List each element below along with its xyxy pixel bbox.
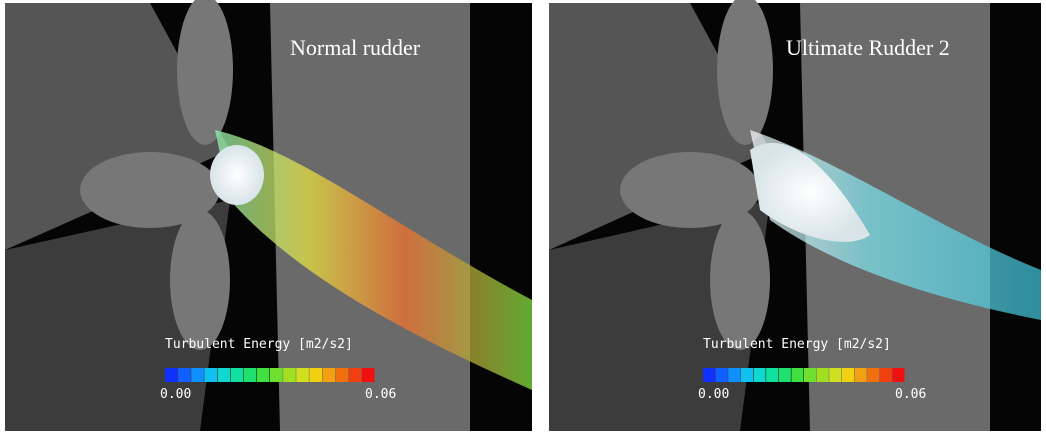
colorbar-swatch [336,368,349,382]
colorbar-swatch [204,368,217,382]
colorbar-swatch [349,368,362,382]
colorbar-swatch [703,368,715,382]
colorbar-swatch [880,368,892,382]
colorbar-swatch [270,368,283,382]
colorbar-swatch [218,368,231,382]
panel-title: Ultimate Rudder 2 [786,35,950,60]
colorbar-swatch [178,368,191,382]
colorbar-swatch [283,368,296,382]
legend-min: 0.00 [698,387,729,402]
colorbar-swatch [791,368,803,382]
colorbar-swatch [754,368,766,382]
legend-max: 0.06 [365,387,396,402]
colorbar-swatch [244,368,257,382]
colorbar-swatch [728,368,740,382]
colorbar-swatch [362,368,375,382]
colorbar-swatch [716,368,728,382]
colorbar-swatch [829,368,841,382]
colorbar-swatch [892,368,904,382]
colorbar-swatch [309,368,322,382]
panel-normal: Normal rudder Turbulent Energy [m2/s2] 0… [5,0,532,431]
colorbar-swatch [855,368,867,382]
colorbar-swatch [817,368,829,382]
colorbar-swatch [296,368,309,382]
colorbar-swatch [766,368,778,382]
colorbar-swatch [867,368,879,382]
colorbar-swatch [323,368,336,382]
colorbar-swatch [191,368,204,382]
colorbar-swatch [165,368,178,382]
legend-label: Turbulent Energy [m2/s2] [165,337,353,352]
colorbar-swatch [257,368,270,382]
legend-label: Turbulent Energy [m2/s2] [703,337,891,352]
colorbar-swatch [779,368,791,382]
figure: Normal rudder Turbulent Energy [m2/s2] 0… [0,0,1046,435]
legend-max: 0.06 [895,387,926,402]
colorbar-swatch [231,368,244,382]
colorbar-swatch [804,368,816,382]
colorbar-swatch [741,368,753,382]
colorbar-swatch [842,368,854,382]
panel-title: Normal rudder [290,35,421,60]
legend-min: 0.00 [160,387,191,402]
panel-ultimate: Ultimate Rudder 2 Turbulent Energy [m2/s… [549,0,1041,431]
